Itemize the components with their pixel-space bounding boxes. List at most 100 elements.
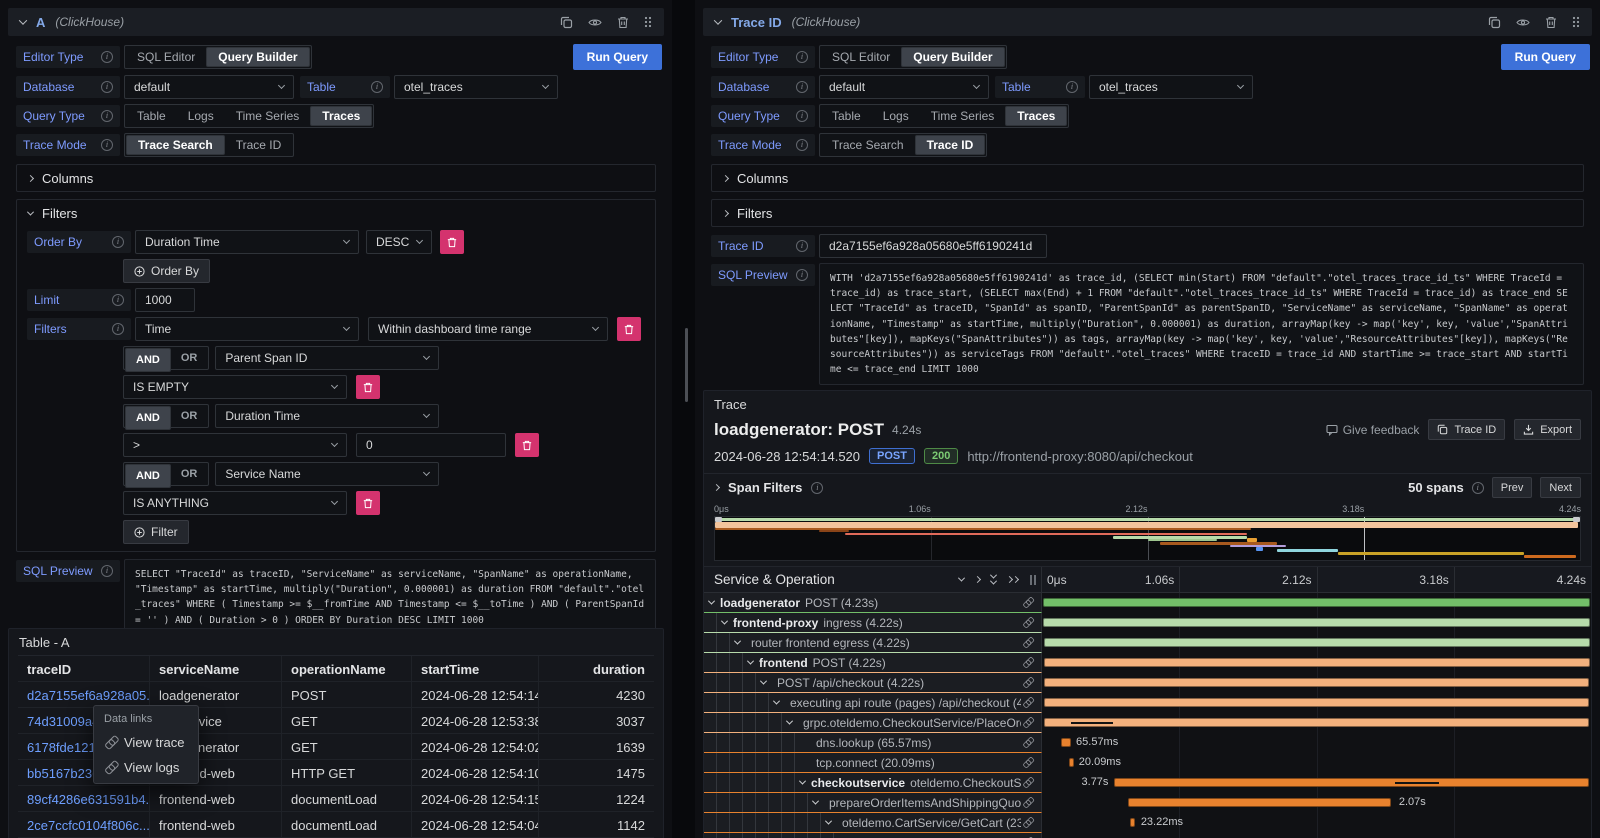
column-resize-handle[interactable] xyxy=(1029,575,1037,585)
chevron-down-icon[interactable] xyxy=(761,680,766,685)
span-row[interactable]: cartservicePOST /oteldemo.CartService/Ge… xyxy=(704,833,1591,838)
span-row[interactable]: prepareOrderItemsAndShippingQuoteFromCar… xyxy=(704,793,1591,813)
query-type-timeseries[interactable]: Time Series xyxy=(225,106,311,126)
column-header[interactable]: serviceName xyxy=(150,656,282,682)
minimap-right-handle[interactable] xyxy=(1573,517,1580,522)
info-icon[interactable] xyxy=(1066,81,1078,93)
or-option[interactable]: OR xyxy=(171,406,208,426)
filters-section-header[interactable]: Filters xyxy=(712,200,1583,226)
span-link-icon[interactable] xyxy=(1020,595,1035,610)
trace-id-option[interactable]: Trace ID xyxy=(225,135,293,155)
info-icon[interactable] xyxy=(101,110,113,122)
info-icon[interactable] xyxy=(371,81,383,93)
span-bar[interactable] xyxy=(1130,818,1135,827)
chevron-down-icon[interactable] xyxy=(774,700,779,705)
span-row[interactable]: dns.lookup (65.57ms) 65.57ms xyxy=(704,733,1591,753)
duplicate-icon[interactable] xyxy=(560,16,573,29)
filter-field-select[interactable]: Time xyxy=(135,317,359,341)
span-link-icon[interactable] xyxy=(1020,615,1035,630)
span-row[interactable]: frontendPOST (4.22s) xyxy=(704,653,1591,673)
remove-filter-button[interactable] xyxy=(356,375,380,399)
collapse-query-icon[interactable] xyxy=(714,16,722,24)
chevron-down-icon[interactable] xyxy=(722,620,727,625)
filter-field-select[interactable]: Duration Time xyxy=(215,404,439,428)
span-link-icon[interactable] xyxy=(1020,675,1035,690)
span-link-icon[interactable] xyxy=(1020,775,1035,790)
next-button[interactable]: Next xyxy=(1540,477,1581,498)
span-bar[interactable] xyxy=(1044,638,1590,647)
columns-section-header[interactable]: Columns xyxy=(712,165,1583,191)
minimap-canvas[interactable] xyxy=(714,516,1581,561)
info-icon[interactable] xyxy=(796,139,808,151)
trace-id-link[interactable]: 89cf4286e631591b4... xyxy=(18,786,150,812)
span-link-icon[interactable] xyxy=(1020,795,1035,810)
span-bar[interactable] xyxy=(1044,698,1589,707)
chevron-down-icon[interactable] xyxy=(735,640,740,645)
table-select[interactable]: otel_traces xyxy=(394,75,558,99)
expand-all-icon[interactable] xyxy=(1007,577,1018,582)
trash-icon[interactable] xyxy=(1545,16,1557,29)
chevron-down-icon[interactable] xyxy=(813,800,818,805)
column-header[interactable]: operationName xyxy=(282,656,412,682)
filters-section-header[interactable]: Filters xyxy=(17,200,655,226)
column-header[interactable]: duration xyxy=(539,656,654,682)
span-link-icon[interactable] xyxy=(1020,655,1035,670)
filter-field-select[interactable]: Service Name xyxy=(215,462,439,486)
column-header[interactable]: startTime xyxy=(412,656,539,682)
query-type-timeseries[interactable]: Time Series xyxy=(920,106,1006,126)
span-bar[interactable] xyxy=(1044,658,1590,667)
scrollbar-thumb[interactable] xyxy=(685,328,688,402)
duplicate-icon[interactable] xyxy=(1488,16,1501,29)
or-option[interactable]: OR xyxy=(171,464,208,484)
span-link-icon[interactable] xyxy=(1020,715,1035,730)
info-icon[interactable] xyxy=(811,482,823,494)
query-header-a[interactable]: A (ClickHouse) xyxy=(8,8,664,36)
remove-filter-button[interactable] xyxy=(356,491,380,515)
query-header-trace-id[interactable]: Trace ID (ClickHouse) xyxy=(703,8,1592,36)
span-row[interactable]: POST /api/checkout (4.22s) xyxy=(704,673,1591,693)
filter-value-select[interactable]: Within dashboard time range xyxy=(368,317,608,341)
database-select[interactable]: default xyxy=(819,75,989,99)
sql-editor-option[interactable]: SQL Editor xyxy=(821,47,901,67)
info-icon[interactable] xyxy=(796,240,808,252)
minimap-left-handle[interactable] xyxy=(715,517,722,522)
run-query-button[interactable]: Run Query xyxy=(1501,44,1590,70)
info-icon[interactable] xyxy=(796,269,808,281)
chevron-down-icon[interactable] xyxy=(787,720,792,725)
chevron-down-icon[interactable] xyxy=(709,600,714,605)
query-builder-option[interactable]: Query Builder xyxy=(206,47,309,67)
trace-id-link[interactable]: 2ce7ccfc0104f806c... xyxy=(18,812,150,838)
span-bar[interactable] xyxy=(1044,678,1590,687)
view-trace-link[interactable]: View trace xyxy=(94,730,198,755)
info-icon[interactable] xyxy=(112,323,124,335)
span-row[interactable]: checkoutserviceoteldemo.CheckoutService/… xyxy=(704,773,1591,793)
span-bar[interactable] xyxy=(1128,798,1391,807)
filter-op-select[interactable]: IS ANYTHING xyxy=(123,491,347,515)
expand-one-icon[interactable] xyxy=(974,576,981,583)
span-link-icon[interactable] xyxy=(1020,695,1035,710)
remove-filter-button[interactable] xyxy=(515,433,539,457)
span-bar[interactable] xyxy=(1114,778,1589,787)
or-option[interactable]: OR xyxy=(171,348,208,368)
query-type-table[interactable]: Table xyxy=(821,106,872,126)
span-bar[interactable] xyxy=(1043,598,1590,607)
and-option[interactable]: AND xyxy=(125,406,171,430)
span-bar[interactable] xyxy=(1069,758,1074,767)
query-builder-option[interactable]: Query Builder xyxy=(901,47,1004,67)
filter-op-select[interactable]: > xyxy=(123,433,347,457)
span-bar[interactable] xyxy=(1043,618,1590,627)
span-bar[interactable] xyxy=(1044,718,1589,727)
info-icon[interactable] xyxy=(1472,482,1484,494)
trace-search-option[interactable]: Trace Search xyxy=(821,135,915,155)
info-icon[interactable] xyxy=(796,51,808,63)
span-row[interactable]: frontend-proxyingress (4.22s) xyxy=(704,613,1591,633)
drag-handle-icon[interactable] xyxy=(644,16,652,28)
info-icon[interactable] xyxy=(796,110,808,122)
span-row[interactable]: executing api route (pages) /api/checkou… xyxy=(704,693,1591,713)
trace-search-option[interactable]: Trace Search xyxy=(126,135,225,155)
info-icon[interactable] xyxy=(101,139,113,151)
query-type-traces[interactable]: Traces xyxy=(1005,106,1067,126)
collapse-query-icon[interactable] xyxy=(19,16,27,24)
database-select[interactable]: default xyxy=(124,75,294,99)
trace-id-button[interactable]: Trace ID xyxy=(1428,419,1505,440)
